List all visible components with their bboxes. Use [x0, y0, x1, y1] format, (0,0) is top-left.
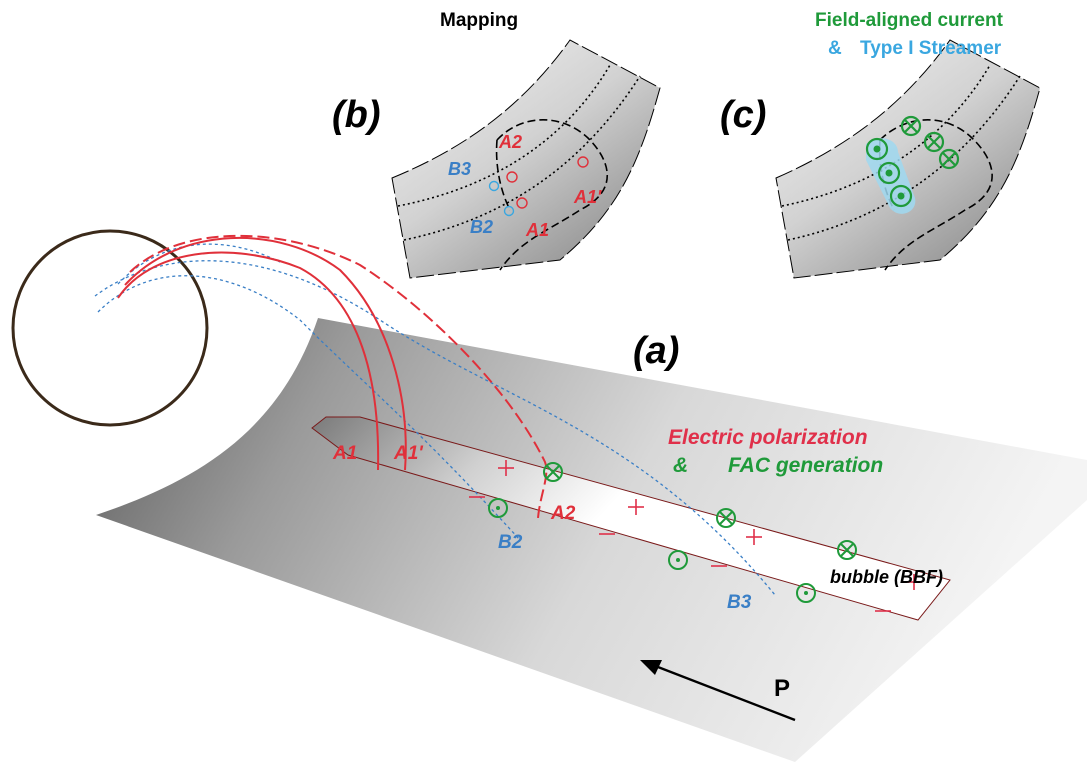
panel-c-row-line [787, 75, 1021, 241]
panel-b-mark-a1: A1 [525, 220, 549, 240]
panel-c-row-line [781, 64, 991, 207]
fac-out-icon [865, 137, 889, 161]
fac-out-icon [488, 498, 508, 518]
footprint-a [577, 156, 589, 168]
panel-a-label: (a) [633, 330, 679, 372]
fac-out-icon [889, 184, 913, 208]
footprint-a [516, 197, 528, 209]
plus-charge [906, 574, 922, 590]
panel-b-boundary [496, 119, 608, 271]
fac-out-icon [796, 583, 816, 603]
plasma-sheet-panel [96, 318, 1087, 762]
label-b3: B3 [727, 592, 752, 613]
panel-c-boundary [879, 119, 993, 271]
panel-b-title: Mapping [440, 10, 518, 31]
footprint-b [488, 180, 500, 192]
panel-c-title-amp: & [828, 38, 842, 59]
label-b2: B2 [498, 532, 523, 553]
plus-charge [628, 499, 644, 515]
panel-c-grid [775, 39, 1041, 279]
polarization-charges [469, 460, 922, 612]
fac-into-icon [837, 540, 857, 560]
label-a1: A1 [332, 443, 357, 464]
panel-c-title-2: Type I Streamer [860, 38, 1002, 59]
field-line-b2 [97, 275, 521, 541]
label-a1-prime: A1' [393, 443, 424, 464]
panel-b-row-line [397, 64, 611, 207]
panel-b: A2 B3 A1' B2 A1 [391, 39, 661, 279]
field-line-blue-upper [117, 243, 281, 285]
panel-b-label: (b) [332, 94, 381, 136]
fac-symbols-a [488, 462, 857, 603]
legend-line-1: Electric polarization [668, 426, 868, 449]
fac-into-icon [716, 508, 736, 528]
panel-b-footprints [488, 156, 589, 217]
plasma-sheet-surface [96, 318, 1087, 762]
bubble-channel [311, 416, 951, 621]
label-a2: A2 [550, 503, 576, 524]
panel-c-label: (c) [720, 94, 766, 136]
fac-into-icon [900, 115, 922, 137]
fac-out-icon [877, 161, 901, 185]
label-bubble: bubble (BBF) [830, 567, 943, 587]
fac-into-icon [938, 148, 960, 170]
legend-line-2: FAC generation [728, 454, 883, 477]
field-line-a1-prime [124, 236, 407, 471]
ionosphere-circle [11, 229, 209, 427]
panel-c-title-1: Field-aligned current [815, 10, 1004, 31]
footprint-a [506, 171, 518, 183]
plus-charge [498, 460, 514, 476]
panel-b-grid [391, 39, 661, 279]
panel-b-mark-b2: B2 [470, 217, 493, 237]
panel-b-mark-a1-prime: A1' [573, 187, 602, 207]
field-line-a1 [117, 251, 380, 471]
plus-charge [746, 529, 762, 545]
panel-b-mark-a2: A2 [498, 132, 522, 152]
label-p: P [774, 675, 790, 702]
fac-into-icon [923, 131, 945, 153]
p-arrowhead [640, 660, 662, 675]
legend-amp: & [673, 454, 688, 477]
p-arrow [644, 660, 796, 722]
fac-symbols-c [865, 115, 960, 208]
panel-c [775, 39, 1041, 279]
fac-out-icon [668, 550, 688, 570]
fac-into-icon [543, 462, 563, 482]
field-line-b3 [94, 260, 776, 596]
panel-b-boundary [495, 139, 511, 211]
footprint-b [503, 205, 515, 217]
panel-b-mark-b3: B3 [448, 159, 471, 179]
